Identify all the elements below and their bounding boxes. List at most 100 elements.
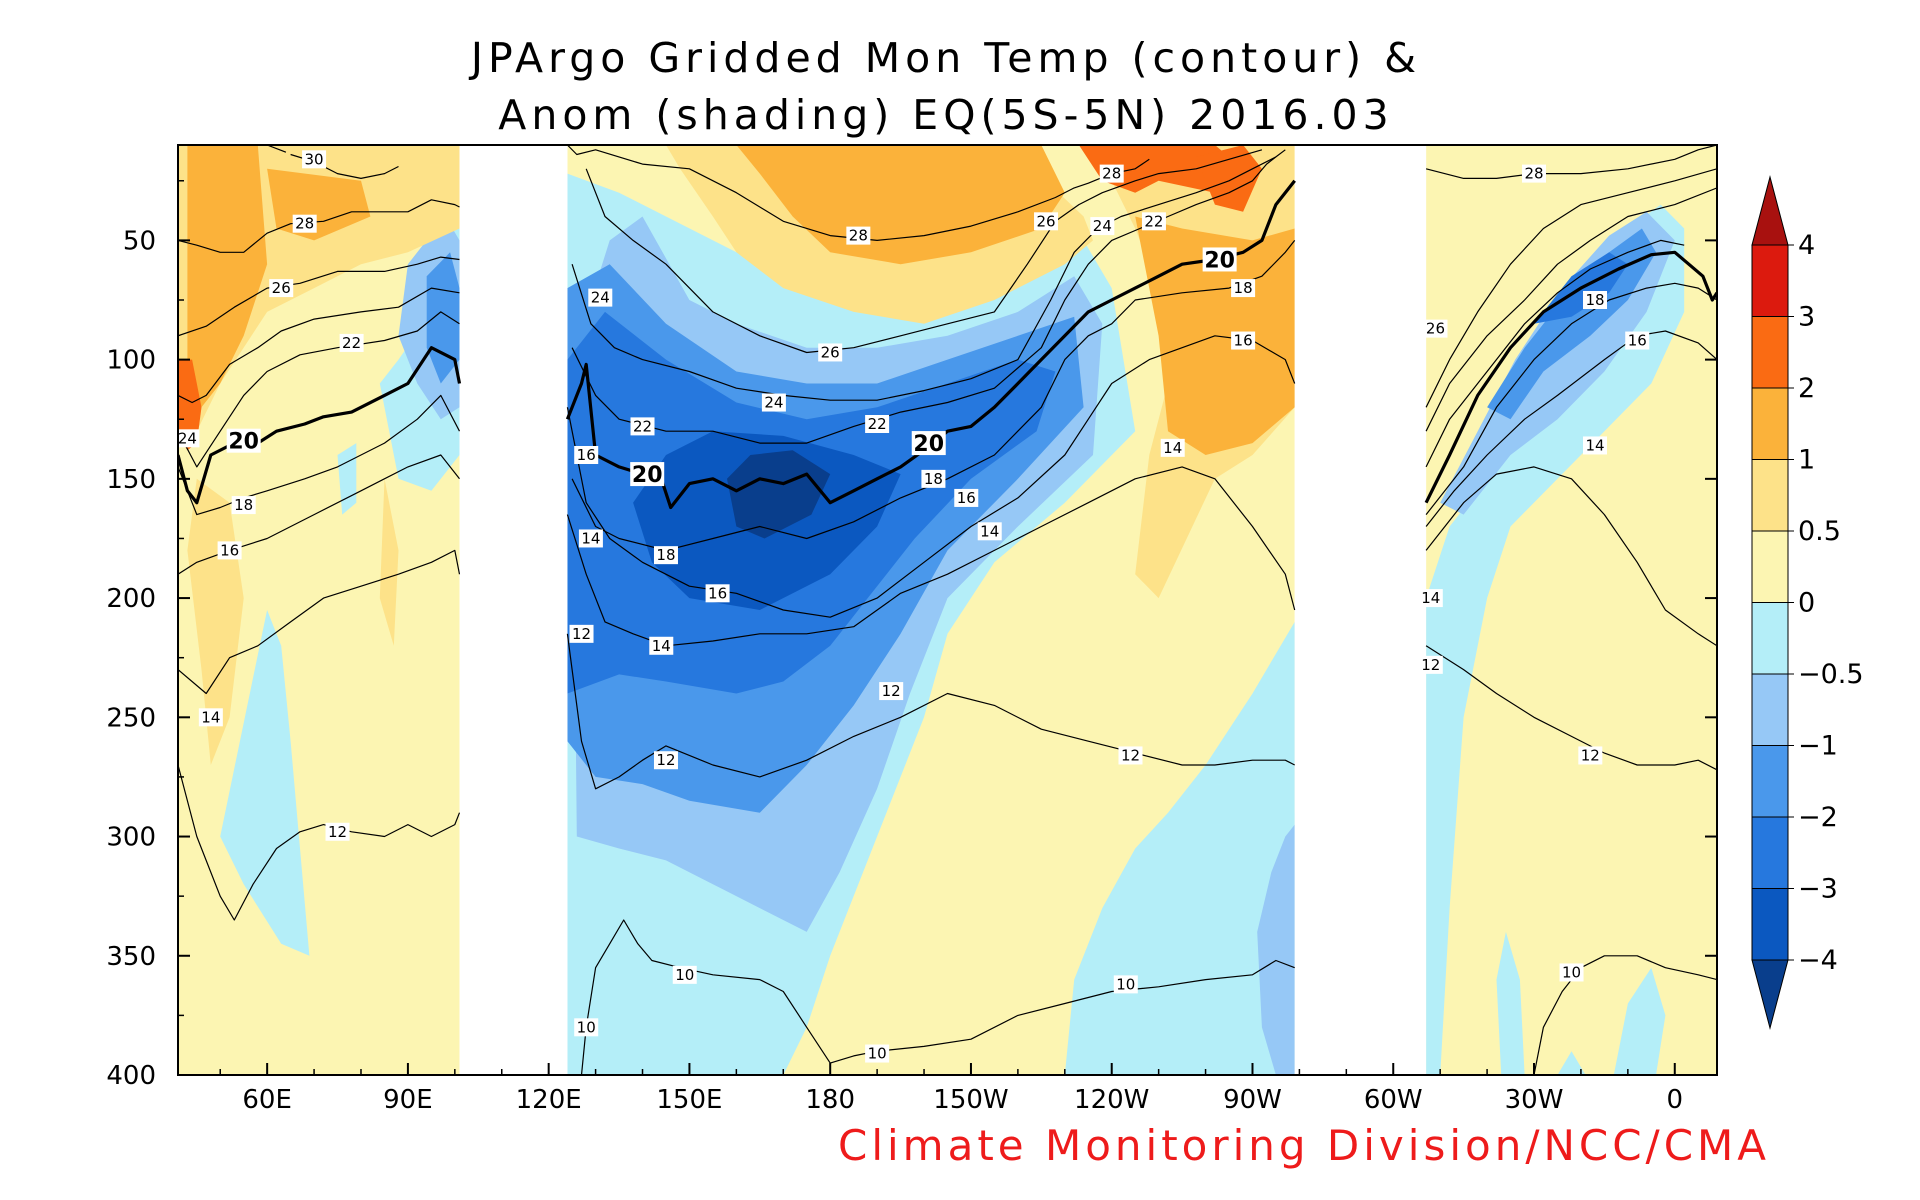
contour-label-bg (1099, 164, 1124, 183)
contour-label-bg (865, 415, 890, 433)
contour-12-seg-0 (178, 764, 461, 921)
contour-16-seg-2 (1425, 330, 1717, 527)
contour-label-12-1: 12 (572, 625, 591, 643)
contour-label-bg (761, 393, 786, 412)
contour-label-bg (1141, 212, 1166, 231)
anomaly-region-9 (379, 478, 399, 646)
y-tick-label-100: 100 (106, 346, 156, 376)
contour-label-10-2: 10 (868, 1045, 887, 1063)
contour-label-bg (1418, 589, 1443, 608)
contour-28-seg-1 (566, 145, 1150, 241)
y-tick-label-50: 50 (123, 226, 156, 256)
contour-label-14-6: 14 (1585, 436, 1604, 454)
contour-label-12-4: 12 (1121, 746, 1140, 764)
contour-14-seg-1 (566, 466, 1296, 647)
contour-label-24-3: 24 (1093, 217, 1112, 235)
anomaly-region-29 (1496, 931, 1525, 1075)
contour-label-bg (1583, 436, 1608, 455)
contour-label-10-3: 10 (1116, 975, 1135, 993)
contour-label-18-0: 18 (234, 496, 253, 514)
x-tick-label-90E: 90E (383, 1085, 433, 1115)
anomaly-region-12 (178, 359, 202, 451)
contour-label-18-4: 18 (1585, 291, 1604, 309)
contour-label-bg (1231, 279, 1256, 298)
colorbar-swatch-10 (1751, 244, 1789, 317)
anomaly-shading (178, 145, 1717, 1075)
anomaly-region-30 (1613, 967, 1666, 1075)
contour-label-bg (1160, 438, 1185, 457)
anomaly-region-36 (1257, 824, 1295, 1075)
contour-label-bg (911, 431, 946, 456)
colorbar-label-6: 0.5 (1798, 516, 1841, 547)
y-tick-label-400: 400 (106, 1061, 156, 1091)
anomaly-region-15 (1064, 621, 1295, 1075)
contour-label-14-1: 14 (581, 529, 600, 547)
contour-label-bg (630, 417, 655, 436)
contour-labels: 30 28 28 28 28 26 26 26 26 24 24 24 24 22 22 22 22 20 20 20… (175, 150, 1650, 1063)
contour-26-seg-0 (178, 256, 460, 337)
colorbar-swatch-2 (1751, 816, 1789, 889)
contour-label-bg (630, 462, 665, 487)
land-gaps (459, 145, 1427, 1075)
contour-12-seg-2 (1425, 645, 1717, 771)
contour-label-bg (588, 288, 613, 307)
colorbar-label-5: 0 (1798, 588, 1815, 619)
contour-label-20-0: 20 (228, 430, 259, 455)
contour-28-seg-2 (1425, 145, 1717, 179)
contour-label-10-4: 10 (1562, 963, 1581, 981)
contour-label-22-1: 22 (633, 417, 652, 435)
contour-label-bg (569, 624, 594, 643)
contour-18-seg-1 (571, 240, 1296, 551)
contour-label-bg (269, 279, 294, 298)
contour-label-20-1: 20 (632, 463, 663, 488)
anomaly-region-23 (736, 145, 1065, 265)
contour-label-18-2: 18 (924, 470, 943, 488)
contour-label-bg (175, 429, 200, 448)
y-axis: 50 100 150 200 250 300 350 400 (106, 180, 1717, 1091)
contour-label-18-3: 18 (1234, 279, 1253, 297)
colorbar-swatch-4 (1751, 673, 1789, 746)
contour-label-bg (1625, 331, 1650, 350)
contour-label-26-1: 26 (821, 343, 840, 361)
colorbar-swatch-6 (1751, 530, 1789, 603)
contour-label-16-2: 16 (708, 584, 727, 602)
colorbar-swatch-9 (1751, 316, 1789, 389)
contour-20-seg-0 (178, 346, 462, 505)
contour-label-bg (1578, 746, 1603, 765)
contour-label-bg (1418, 655, 1443, 674)
contour-24-seg-2 (1425, 187, 1717, 432)
contour-label-bg (1118, 746, 1143, 765)
contour-label-22-0: 22 (342, 334, 361, 352)
contour-label-bg (1113, 975, 1138, 994)
contour-label-bg (672, 965, 697, 984)
anomaly-region-26 (1196, 145, 1262, 212)
contour-label-bg (1202, 247, 1237, 272)
contour-label-26-3: 26 (1426, 320, 1445, 338)
contour-label-bg (653, 751, 678, 770)
contour-20-seg-2 (1424, 250, 1717, 504)
x-tick-label-120W: 120W (1074, 1085, 1149, 1115)
contour-label-bg (325, 822, 350, 841)
contour-label-12-0: 12 (328, 823, 347, 841)
contour-label-20-3: 20 (1204, 248, 1235, 273)
x-tick-label-30W: 30W (1505, 1085, 1564, 1115)
contour-label-bg (226, 428, 261, 453)
contour-label-bg (1034, 212, 1059, 231)
plot-frame (177, 144, 1718, 1076)
contour-24-seg-1 (571, 149, 1286, 401)
x-tick-label-60W: 60W (1364, 1085, 1423, 1115)
x-tick-label-150W: 150W (933, 1085, 1008, 1115)
contour-label-26-0: 26 (272, 279, 291, 297)
contour-label-bg (921, 469, 946, 488)
chart-title-line2: Anom (shading) EQ(5S-5N) 2016.03 (498, 91, 1393, 139)
contour-label-bg (339, 333, 364, 352)
contour-label-24-2: 24 (764, 394, 783, 412)
y-tick-label-350: 350 (106, 942, 156, 972)
contour-label-bg (977, 522, 1002, 541)
contour-label-14-3: 14 (980, 522, 999, 540)
colorbar-label-9: 3 (1798, 302, 1815, 333)
contour-label-14-0: 14 (201, 708, 220, 726)
contour-label-bg (954, 488, 979, 507)
colorbar-extend-bottom (1751, 959, 1789, 1030)
